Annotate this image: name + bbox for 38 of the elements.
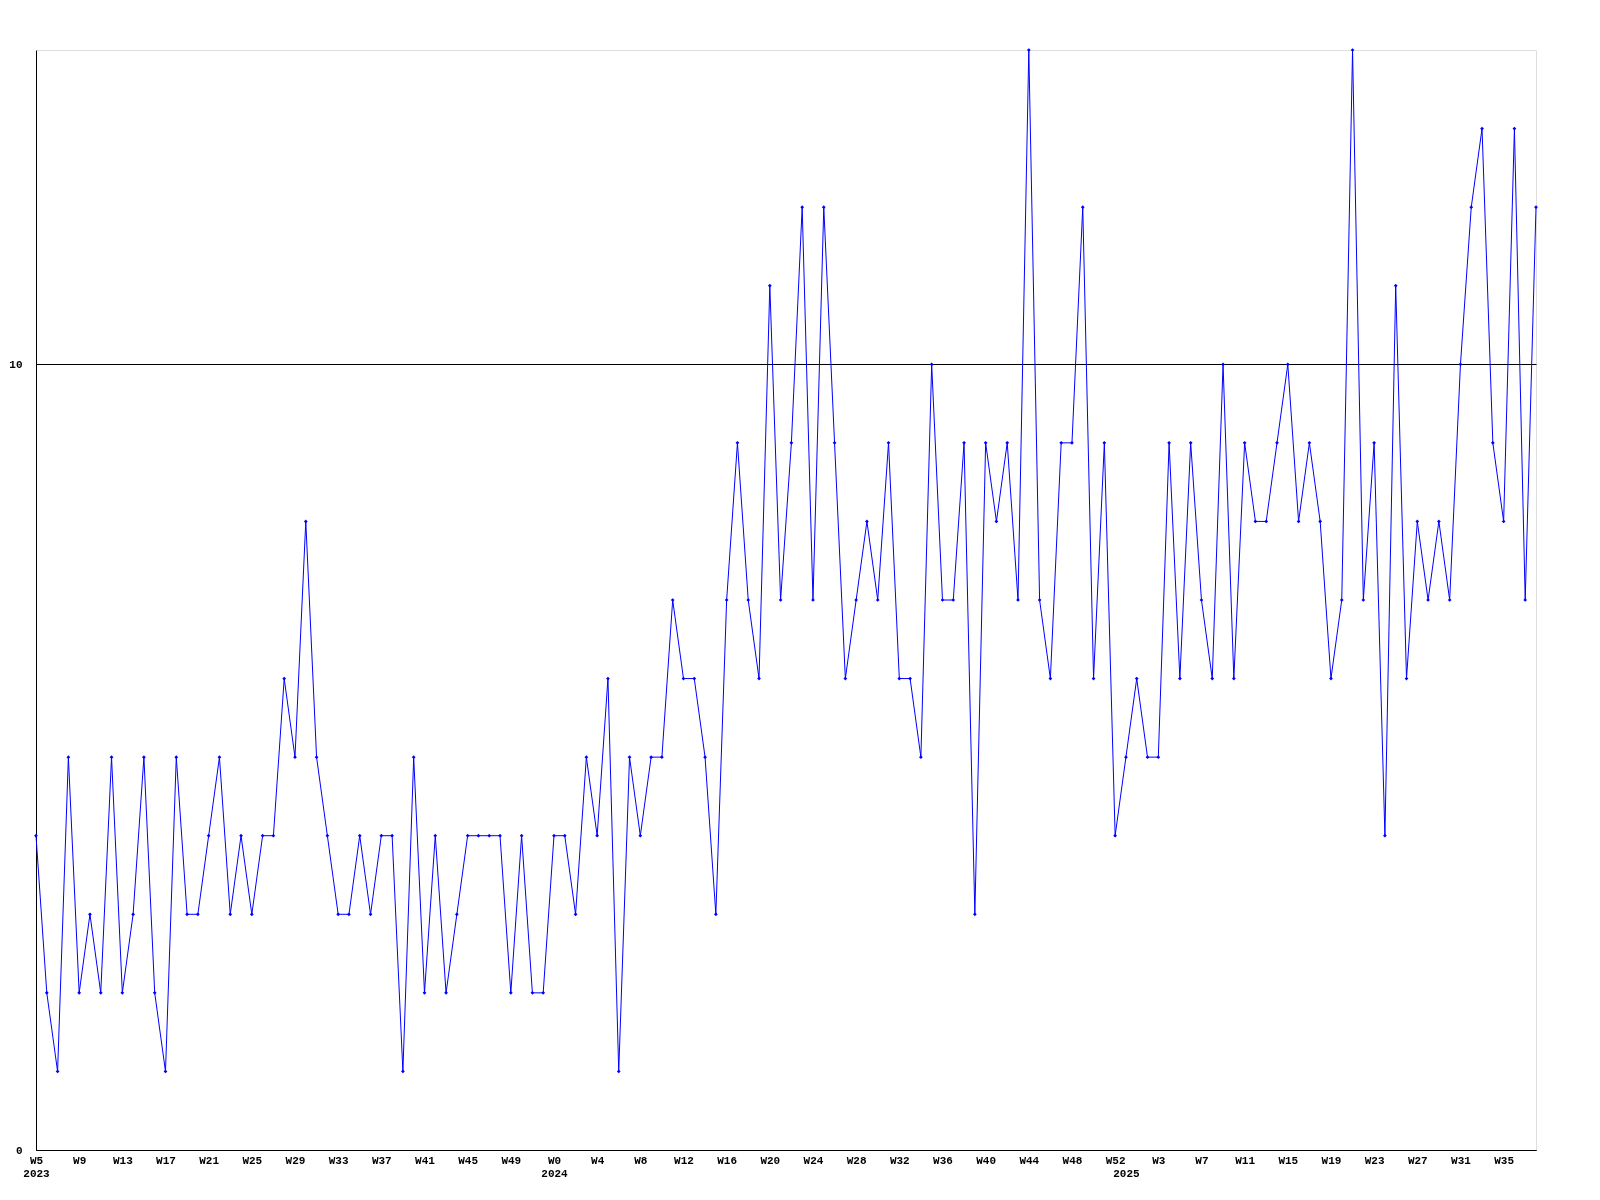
x-tick-label: W35: [1494, 1154, 1515, 1167]
x-tick-label: W33: [328, 1154, 349, 1167]
x-tick-label: W5 2023: [23, 1154, 51, 1180]
x-tick-label: W23: [1364, 1154, 1385, 1167]
x-tick-label: W27: [1407, 1154, 1428, 1167]
x-tick-label: W16: [717, 1154, 738, 1167]
x-tick-label: W19: [1321, 1154, 1342, 1167]
x-tick-label: W9: [73, 1154, 87, 1167]
x-tick-label: W13: [112, 1154, 134, 1167]
x-tick-label: W37: [371, 1154, 392, 1167]
x-tick-label: W4: [591, 1154, 605, 1167]
x-tick-label: W36: [933, 1154, 953, 1167]
x-tick-label: W49: [501, 1154, 522, 1167]
x-tick-label: 2025: [1113, 1167, 1141, 1180]
x-tick-label: W11: [1235, 1154, 1256, 1167]
x-tick-label: W24: [803, 1154, 824, 1167]
x-tick-label: W7: [1195, 1154, 1209, 1167]
x-tick-label: W41: [415, 1154, 436, 1167]
x-tick-label: W45: [458, 1154, 479, 1167]
y-tick-label: 10: [9, 358, 23, 371]
x-tick-label: W12: [674, 1154, 694, 1167]
x-tick-label: W15: [1278, 1154, 1299, 1167]
x-tick-label: W52: [1105, 1154, 1126, 1167]
x-tick-label: W0 2024: [541, 1154, 569, 1180]
x-tick-label: W32: [889, 1154, 910, 1167]
x-tick-label: W31: [1451, 1154, 1472, 1167]
x-tick-label: W3: [1152, 1154, 1166, 1167]
x-tick-label: W17: [156, 1154, 176, 1167]
y-tick-label: 0: [15, 1144, 23, 1157]
x-tick-label: W28: [846, 1154, 867, 1167]
x-tick-label: W40: [976, 1154, 997, 1167]
x-tick-label: W44: [1019, 1154, 1040, 1167]
x-tick-label: W25: [242, 1154, 263, 1167]
x-tick-label: W8: [634, 1154, 648, 1167]
x-tick-label: W20: [760, 1154, 781, 1167]
x-tick-label: W29: [285, 1154, 306, 1167]
x-tick-label: W48: [1062, 1154, 1083, 1167]
x-tick-label: W21: [199, 1154, 220, 1167]
